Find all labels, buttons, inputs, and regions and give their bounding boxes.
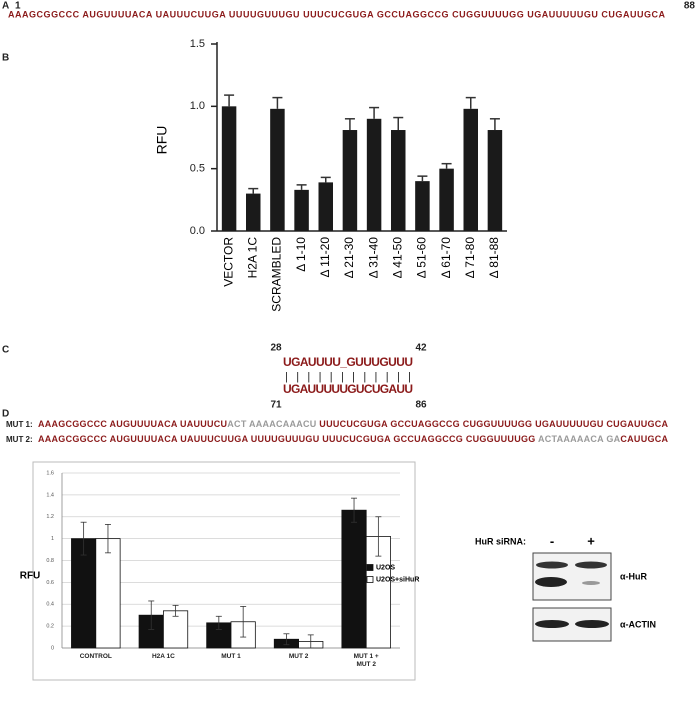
y-axis-label: RFU [154, 126, 170, 155]
y-tick-label: 0.0 [190, 225, 205, 237]
bar [391, 130, 406, 231]
sequence-segment: AAAGCGGCCC AUGUUUUACA UAUUUCUUGA UUUUGUU… [38, 434, 538, 444]
lane-label: - [550, 533, 554, 548]
bar [162, 610, 189, 649]
bar [71, 538, 97, 649]
y-tick-label: 1 [51, 536, 54, 542]
mutant-sequence: AAAGCGGCCC AUGUUUUACA UAUUUCUACT AAAACAA… [38, 419, 669, 429]
antibody-label: α-HuR [620, 571, 648, 581]
bar [463, 108, 478, 231]
bar [221, 106, 237, 231]
legend-swatch [366, 576, 374, 583]
bar [246, 193, 261, 231]
x-tick-label: Δ 21-30 [342, 237, 356, 279]
position: 42 [415, 343, 427, 354]
legend-label: U2OS [376, 564, 395, 571]
position: 86 [415, 400, 427, 411]
band [535, 620, 569, 628]
bar [439, 168, 454, 231]
y-tick-label: 1.5 [190, 38, 205, 50]
y-tick-label: 1.4 [46, 492, 54, 498]
bar [270, 108, 285, 231]
band [575, 561, 607, 569]
panel-label: D [2, 409, 9, 420]
mutant-name: MUT 2: [6, 435, 33, 444]
x-tick-label: Δ 61-70 [439, 237, 453, 279]
band [535, 577, 567, 587]
sequence-segment: CAUUGCA [620, 434, 668, 444]
bar [342, 130, 358, 231]
panel-label: C [2, 345, 9, 356]
panel-label: A [2, 1, 9, 12]
y-tick-label: 0.6 [46, 580, 54, 586]
mutant-sequence: AAAGCGGCCC AUGUUUUACA UAUUUCUUGA UUUUGUU… [38, 434, 669, 444]
legend-swatch [366, 564, 374, 571]
sequence-segment: AAAGCGGCCC AUGUUUUACA UAUUUCU [38, 419, 227, 429]
sequence-segment: ACTAAAAACA GA [538, 434, 621, 444]
band [575, 620, 609, 628]
x-tick-label: Δ 51-60 [415, 237, 429, 279]
x-tick-label: Δ 71-80 [463, 237, 477, 279]
bar [366, 118, 382, 231]
y-tick-label: 0.4 [46, 602, 54, 608]
bar [341, 509, 367, 649]
sequence-segment: UUUCUCGUGA GCCUAGGCCG CUGGUUUUGG UGAUUUU… [317, 419, 669, 429]
sequence: AAAGCGGCCC AUGUUUUACA UAUUUCUUGA UUUUGUU… [8, 9, 666, 19]
x-tick-label: CONTROL [79, 653, 112, 660]
x-tick-label: MUT 2 [288, 653, 309, 660]
y-axis-label: RFU [20, 571, 41, 582]
bar [487, 130, 503, 231]
sequence-start: 1 [15, 1, 21, 12]
position: 71 [270, 400, 282, 411]
base-pairs: | | | | | | | | | | | | [285, 371, 411, 383]
x-tick-label: Δ 11-20 [318, 237, 332, 278]
band [536, 561, 568, 569]
bar [294, 189, 309, 231]
x-tick-label: Δ 81-88 [487, 237, 501, 279]
bar [415, 181, 430, 231]
chart-frame [32, 461, 416, 681]
x-tick-label: H2A 1C [245, 237, 259, 279]
sequence-segment: ACT AAAACAAACU [227, 419, 316, 429]
blot [532, 552, 612, 601]
band [582, 581, 600, 585]
y-tick-label: 1.2 [46, 514, 54, 520]
bar [318, 182, 333, 231]
y-tick-label: 0.8 [46, 558, 54, 564]
sequence-end: 88 [684, 1, 696, 12]
strand-top: UGAUUUU_GUUUGUUU [283, 355, 413, 369]
legend-label: U2OS+siHuR [376, 576, 419, 583]
mutant-name: MUT 1: [6, 420, 33, 429]
position: 28 [270, 343, 282, 354]
x-tick-label: SCRAMBLED [270, 237, 284, 312]
panel-label: B [2, 53, 9, 64]
y-tick-label: 1.6 [46, 470, 54, 476]
lane-label: + [587, 533, 595, 548]
antibody-label: α-ACTIN [620, 619, 656, 629]
x-tick-label: MUT 1 [221, 653, 241, 660]
condition-label: HuR siRNA: [475, 536, 526, 546]
y-tick-label: 0.2 [46, 624, 54, 630]
bar [95, 538, 121, 649]
x-tick-label: Δ 1-10 [294, 237, 308, 272]
y-tick-label: 1.0 [190, 100, 205, 112]
x-tick-label: MUT 1 + MUT 2 [353, 653, 379, 668]
x-tick-label: Δ 41-50 [390, 237, 404, 279]
y-tick-label: 0 [51, 645, 54, 651]
x-tick-label: VECTOR [221, 237, 235, 287]
strand-bottom: UGAUUUUUGUCUGAUU [283, 382, 413, 396]
y-tick-label: 0.5 [190, 163, 205, 175]
x-tick-label: Δ 31-40 [366, 237, 380, 279]
x-tick-label: H2A 1C [151, 653, 175, 660]
